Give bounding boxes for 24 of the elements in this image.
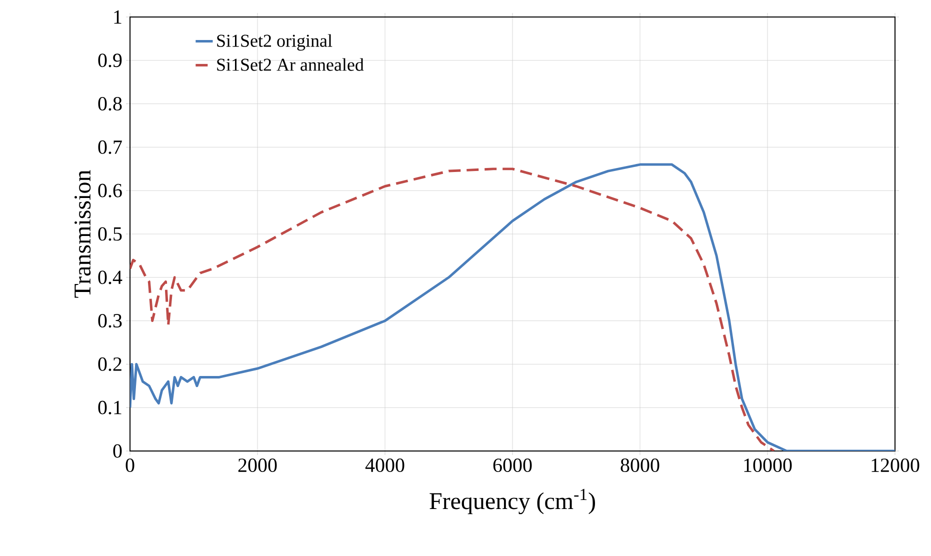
x-tick-label: 6000 <box>493 458 532 472</box>
x-axis-title: Frequency (cm$^{-1}$) <box>430 488 595 514</box>
y-tick-label: 0.7 <box>98 140 122 154</box>
line-series <box>130 168 776 451</box>
y-tick-label: 0.5 <box>98 227 122 241</box>
x-tick-label: 8000 <box>620 458 660 472</box>
y-tick-label: 0.4 <box>98 270 122 284</box>
x-tick-label: 2000 <box>238 458 277 472</box>
y-tick-label: 0 <box>113 444 122 458</box>
x-tick-label: 12000 <box>872 458 920 472</box>
legend-label: Si1Set2 Ar annealed <box>217 58 364 71</box>
y-tick-label: 1 <box>114 10 122 24</box>
x-tick-label: 0 <box>126 458 134 472</box>
y-tick-label: 0.8 <box>98 97 122 111</box>
y-tick-label: 0.6 <box>98 184 122 198</box>
y-tick-label: 0.3 <box>98 314 122 328</box>
y-tick-label: 0.2 <box>98 357 122 371</box>
legend-label: Si1Set2 original <box>217 34 332 51</box>
y-axis-title: Transmission <box>74 170 91 298</box>
x-tick-label: 10000 <box>744 458 792 472</box>
y-tick-label: 0.9 <box>98 54 122 68</box>
y-tick-label: 0.1 <box>98 400 122 414</box>
x-tick-label: 4000 <box>365 458 404 472</box>
line-series <box>130 163 896 451</box>
